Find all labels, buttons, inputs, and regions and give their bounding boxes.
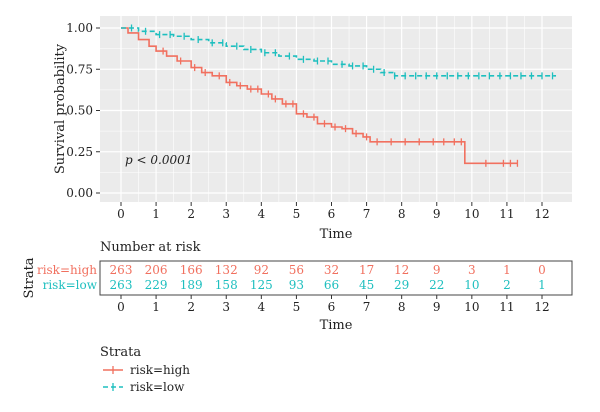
- risk-row-label: risk=low: [43, 278, 98, 292]
- risk-count: 29: [394, 278, 409, 292]
- risk-count: 3: [468, 263, 476, 277]
- risk-count: 166: [180, 263, 203, 277]
- risk-count: 56: [289, 263, 304, 277]
- risk-count: 263: [110, 263, 133, 277]
- y-axis-title: Survival probability: [53, 43, 68, 174]
- legend-label: risk=high: [130, 363, 190, 377]
- x-tick-label: 1: [152, 207, 160, 221]
- series-risk-high: [121, 27, 519, 167]
- x-tick-label: 4: [258, 207, 266, 221]
- x-tick-label: 7: [363, 300, 371, 314]
- x-tick-label: 8: [398, 207, 406, 221]
- x-tick-label: 8: [398, 300, 406, 314]
- legend-item: risk=high: [103, 363, 190, 377]
- risk-count: 206: [145, 263, 168, 277]
- x-tick-label: 1: [152, 300, 160, 314]
- p-value-annotation: p < 0.0001: [125, 153, 192, 167]
- x-tick-label: 2: [187, 300, 195, 314]
- y-tick-label: 0.25: [66, 145, 93, 159]
- survival-curves: [121, 24, 557, 167]
- x-axis-title: Time: [320, 227, 353, 242]
- risk-count: 1: [538, 278, 546, 292]
- risk-count: 32: [324, 263, 339, 277]
- x-tick-label: 7: [363, 207, 371, 221]
- x-tick-label: 4: [258, 300, 266, 314]
- x-tick-label: 0: [117, 300, 125, 314]
- risk-count: 10: [464, 278, 479, 292]
- x-tick-label: 9: [433, 300, 441, 314]
- survival-plot: 0.000.250.500.751.00 0 1 2 3 4 5 6 7 8 9 10 11 12 p …: [53, 16, 572, 242]
- x-tick-label: 3: [222, 207, 230, 221]
- risk-count: 17: [359, 263, 374, 277]
- x-tick-label: 0: [117, 207, 125, 221]
- risk-count: 92: [254, 263, 269, 277]
- y-tick-label: 0.75: [66, 62, 93, 76]
- y-axis-ticks: 0.00 0.25 0.50 0.75 1.00: [66, 21, 100, 200]
- risk-count: 93: [289, 278, 304, 292]
- x-tick-label: 6: [328, 300, 336, 314]
- risk-count: 22: [429, 278, 444, 292]
- risk-count: 9: [433, 263, 441, 277]
- risk-table-title: Number at risk: [100, 240, 201, 255]
- series-risk-low: [121, 24, 557, 80]
- x-tick-label: 2: [187, 207, 195, 221]
- risk-x-axis-title: Time: [320, 318, 353, 333]
- x-tick-label: 10: [464, 300, 479, 314]
- risk-count: 125: [250, 278, 273, 292]
- y-tick-label: 0.00: [66, 186, 93, 200]
- x-axis-ticks: 0 1 2 3 4 5 6 7 8 9 10 11 12: [117, 202, 550, 221]
- survival-curve: [121, 27, 557, 77]
- x-tick-label: 5: [293, 207, 301, 221]
- x-tick-label: 12: [534, 207, 549, 221]
- x-tick-label: 9: [433, 207, 441, 221]
- risk-count: 1: [503, 263, 511, 277]
- legend: Strata risk=high risk=low: [100, 345, 190, 394]
- legend-label: risk=low: [130, 380, 185, 394]
- risk-count: 158: [215, 278, 238, 292]
- risk-count: 2: [503, 278, 511, 292]
- x-tick-label: 5: [293, 300, 301, 314]
- x-tick-label: 11: [499, 300, 514, 314]
- legend-title: Strata: [100, 345, 141, 360]
- y-tick-label: 0.50: [66, 104, 93, 118]
- x-tick-label: 3: [222, 300, 230, 314]
- risk-count: 229: [145, 278, 168, 292]
- gridlines: [100, 16, 572, 202]
- risk-table-panel: [99, 260, 573, 296]
- risk-count: 189: [180, 278, 203, 292]
- risk-table: Number at risk Strata risk=highrisk=low …: [22, 240, 573, 333]
- risk-count: 0: [538, 263, 546, 277]
- risk-count: 132: [215, 263, 238, 277]
- risk-row-label: risk=high: [37, 263, 97, 277]
- risk-count: 45: [359, 278, 374, 292]
- risk-x-axis-ticks: 0 1 2 3 4 5 6 7 8 9 10 11 12: [117, 295, 550, 314]
- x-tick-label: 6: [328, 207, 336, 221]
- strata-axis-title: Strata: [22, 257, 37, 298]
- y-tick-label: 1.00: [66, 21, 93, 35]
- risk-count: 12: [394, 263, 409, 277]
- x-tick-label: 11: [499, 207, 514, 221]
- legend-item: risk=low: [103, 380, 185, 394]
- risk-count: 66: [324, 278, 339, 292]
- x-tick-label: 10: [464, 207, 479, 221]
- plot-panel: [100, 16, 572, 202]
- survival-curve: [121, 27, 518, 165]
- risk-count: 263: [110, 278, 133, 292]
- x-tick-label: 12: [534, 300, 549, 314]
